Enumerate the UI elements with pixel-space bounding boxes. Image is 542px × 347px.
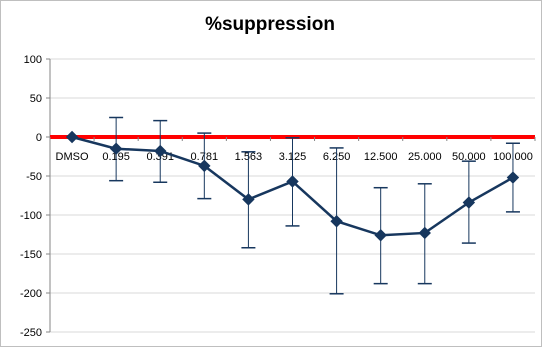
series-markers xyxy=(65,130,520,242)
x-tick-label: 25.000 xyxy=(408,151,442,163)
data-point xyxy=(506,171,520,184)
data-point xyxy=(330,215,343,228)
x-tick-label: DMSO xyxy=(56,151,89,163)
y-tick-label: 0 xyxy=(36,132,42,144)
data-point xyxy=(374,229,387,242)
chart-title: %suppression xyxy=(205,14,335,35)
y-tick-label: -250 xyxy=(20,327,42,339)
data-point xyxy=(109,142,123,155)
data-point xyxy=(65,130,79,144)
y-tick-label: 100 xyxy=(24,54,42,66)
y-tick-label: -150 xyxy=(20,249,42,261)
y-tick-label: -200 xyxy=(20,288,42,300)
zero-reference-line xyxy=(49,135,536,141)
x-axis-tick-labels: DMSO0.1950.3910.7811.5633.1256.25012.500… xyxy=(56,151,533,163)
y-tick-label: -100 xyxy=(20,210,42,222)
data-point xyxy=(242,193,255,206)
x-tick-label: 50.000 xyxy=(452,151,486,163)
data-point xyxy=(418,226,431,240)
data-point xyxy=(198,159,211,173)
error-bars xyxy=(109,116,520,295)
x-tick-label: 12.500 xyxy=(364,151,398,163)
y-tick-label: -50 xyxy=(26,171,42,183)
data-point xyxy=(154,144,167,158)
data-point xyxy=(286,175,299,188)
data-point xyxy=(462,196,476,209)
y-axis: 100 50 0 -50 -100 -150 -200 -250 xyxy=(20,54,51,339)
y-tick-label: 50 xyxy=(30,93,42,105)
